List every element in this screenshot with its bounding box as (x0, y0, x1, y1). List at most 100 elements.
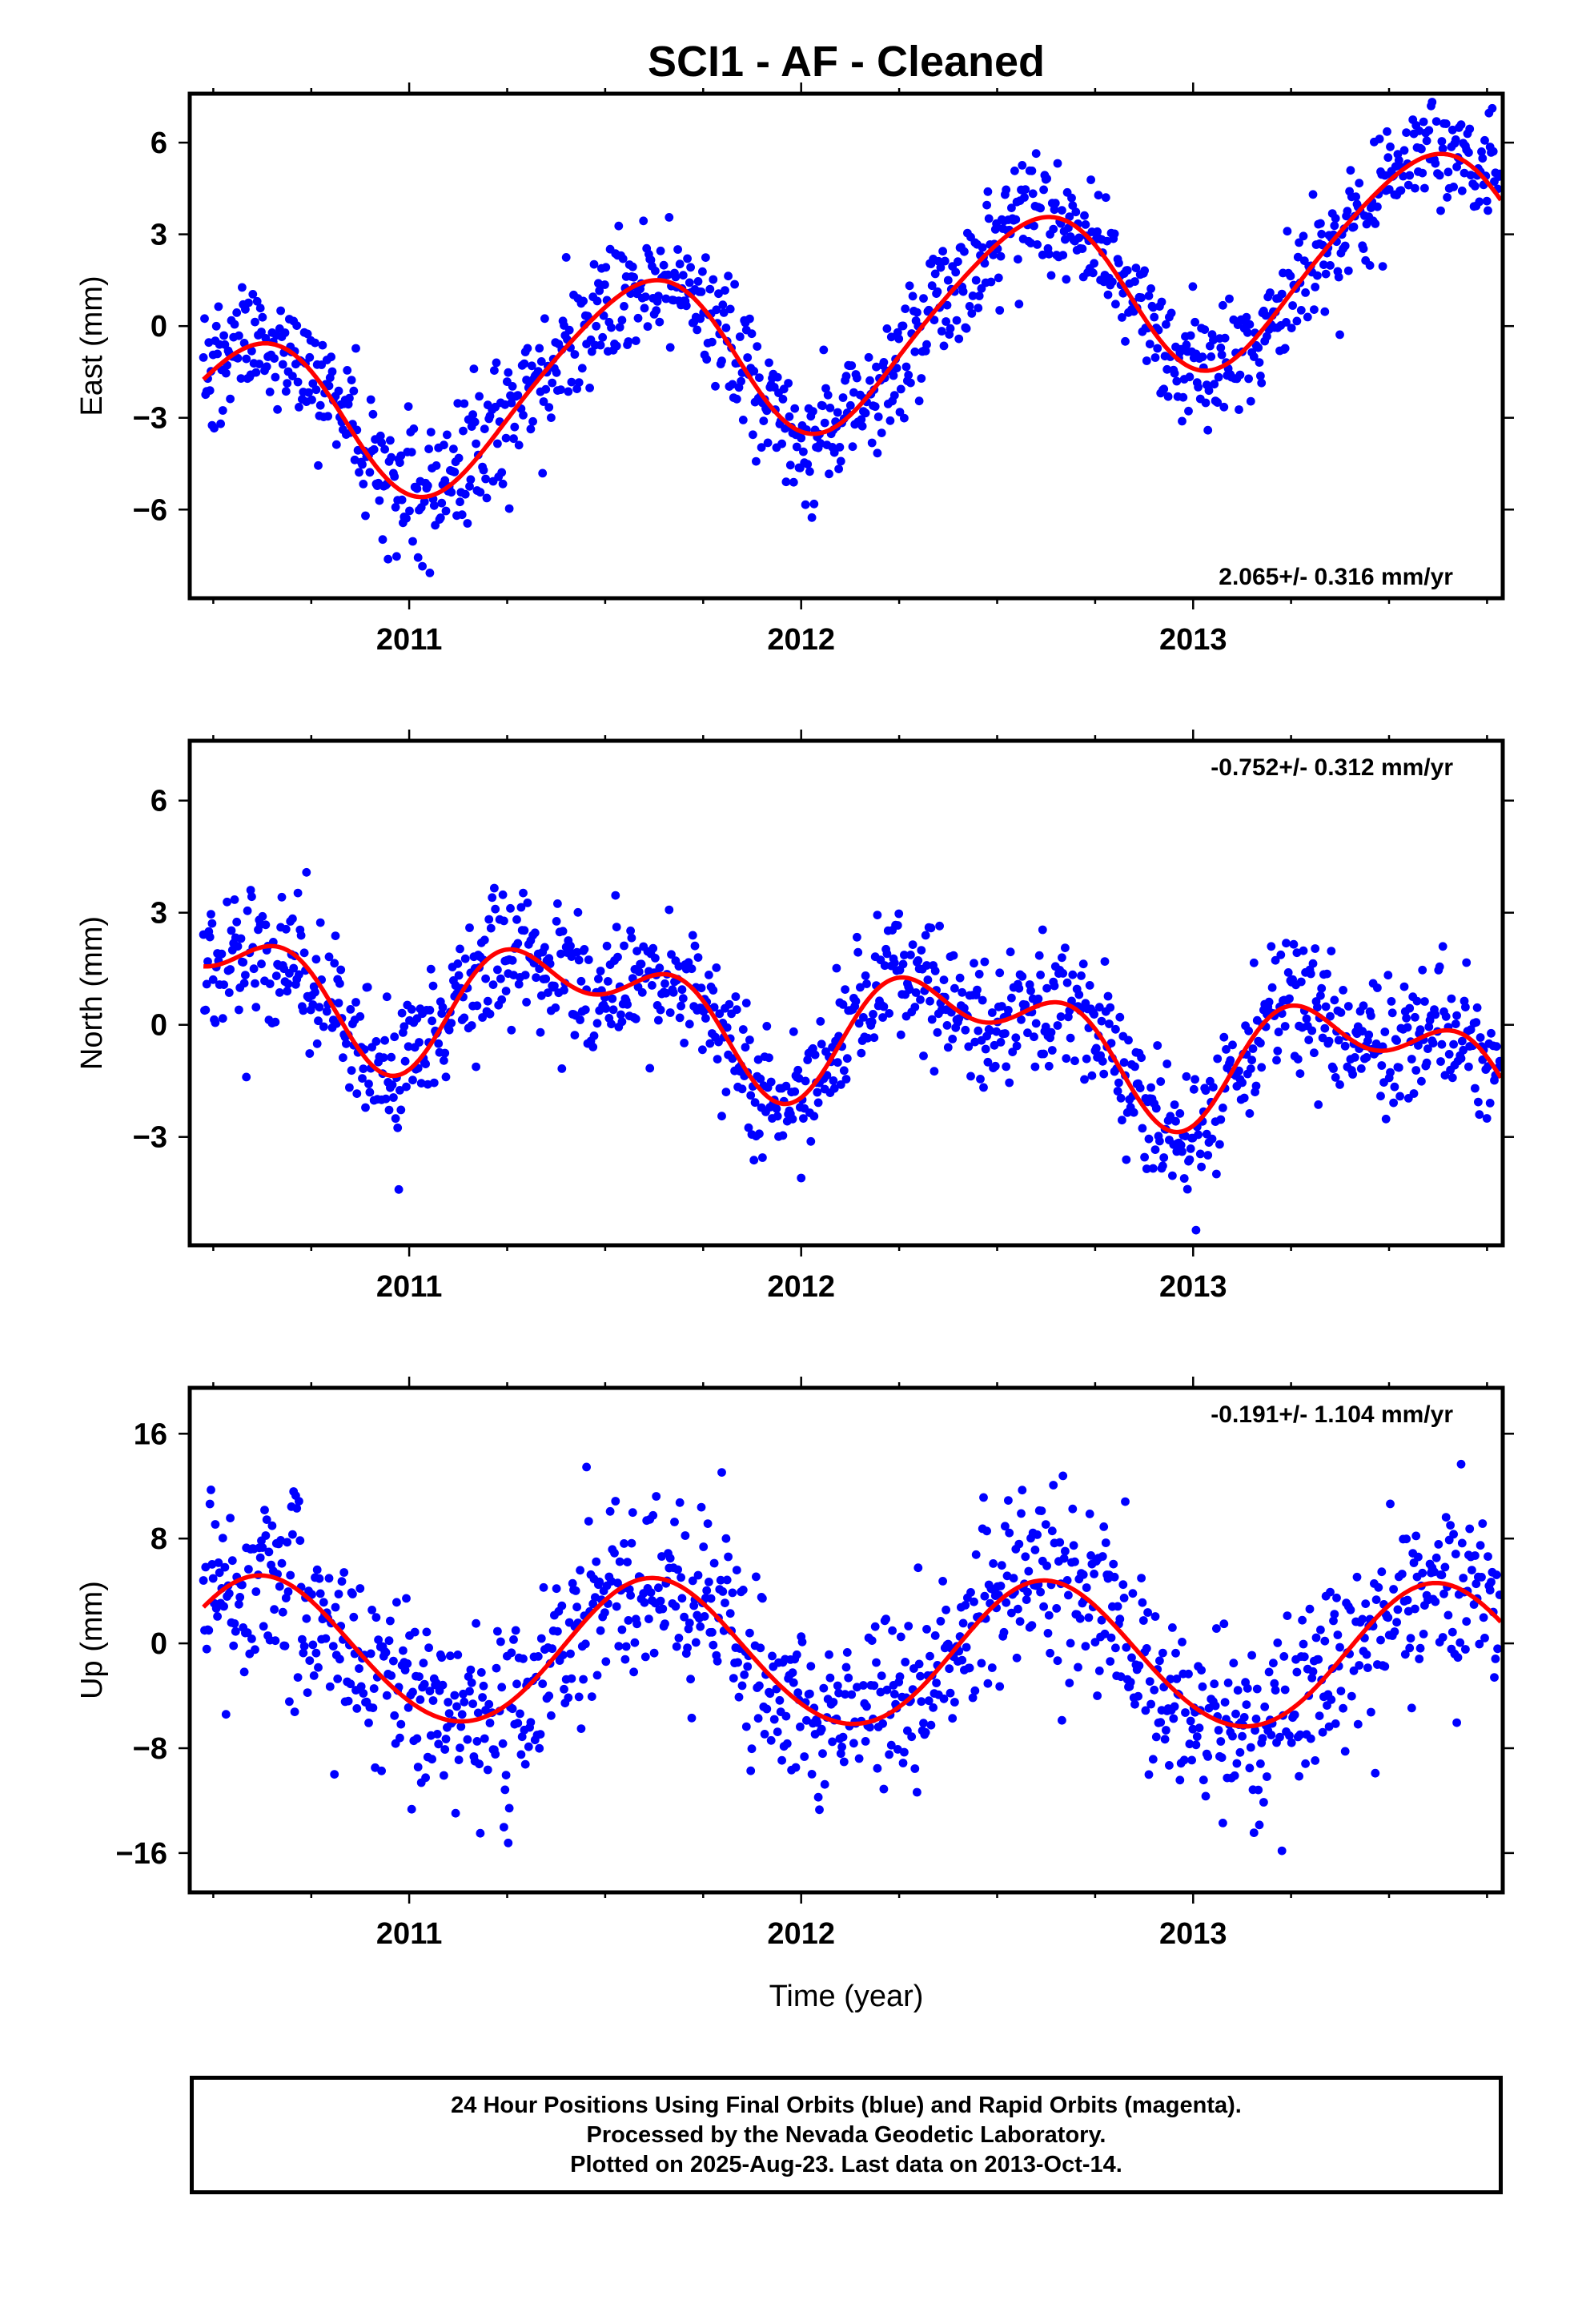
data-point (933, 287, 942, 296)
data-point (1170, 1702, 1179, 1711)
data-point (886, 332, 896, 342)
data-point (873, 911, 882, 919)
data-point (1128, 1589, 1138, 1598)
data-point (1211, 1701, 1220, 1711)
data-point (901, 304, 910, 313)
data-point (440, 440, 448, 450)
data-point (1422, 136, 1431, 146)
data-point (620, 1539, 628, 1548)
data-point (389, 1656, 398, 1666)
data-point (615, 323, 624, 332)
data-point (930, 269, 940, 279)
data-point (407, 1804, 416, 1814)
data-point (1257, 1063, 1267, 1072)
data-point (239, 979, 249, 988)
y-tick-label: 0 (151, 1009, 167, 1043)
data-point (327, 367, 337, 376)
data-point (1138, 1124, 1147, 1133)
data-point (790, 1087, 800, 1096)
data-point (613, 952, 622, 962)
data-point (325, 1682, 335, 1691)
data-point (602, 941, 612, 951)
data-point (1074, 1663, 1082, 1672)
data-point (1046, 271, 1056, 280)
data-point (721, 1534, 731, 1543)
data-point (960, 1003, 969, 1013)
data-point (939, 1694, 949, 1703)
data-point (1175, 1109, 1185, 1118)
data-point (1034, 951, 1044, 960)
data-point (508, 1704, 517, 1714)
data-point (661, 294, 671, 304)
data-point (1014, 1539, 1024, 1549)
data-point (755, 1129, 764, 1139)
data-point (556, 385, 565, 394)
data-point (1282, 318, 1291, 327)
data-point (1127, 1653, 1136, 1663)
data-point (1349, 222, 1359, 231)
data-point (1027, 166, 1037, 175)
data-point (785, 460, 795, 470)
data-point (848, 442, 857, 452)
data-point (375, 431, 385, 440)
data-point (895, 408, 905, 416)
data-point (1247, 1055, 1256, 1065)
data-point (801, 1076, 810, 1086)
data-point (1351, 192, 1360, 202)
data-point (1459, 1574, 1468, 1582)
data-point (1090, 259, 1098, 268)
data-point (221, 1710, 231, 1719)
data-point (955, 973, 965, 983)
data-point (1115, 1614, 1125, 1624)
data-point (741, 1043, 750, 1052)
data-point (382, 992, 391, 1002)
data-point (1098, 1552, 1107, 1561)
data-point (1207, 1134, 1217, 1144)
data-point (1317, 229, 1327, 239)
data-point (756, 1643, 765, 1653)
data-point (1007, 203, 1016, 212)
data-point (1068, 1504, 1078, 1514)
data-point (444, 1025, 454, 1035)
data-point (691, 1638, 701, 1647)
data-point (391, 1114, 400, 1124)
data-point (508, 382, 517, 391)
data-point (1414, 1041, 1423, 1050)
data-point (382, 1691, 391, 1700)
data-point (849, 1739, 858, 1748)
data-point (420, 1679, 429, 1689)
data-point (980, 1591, 990, 1601)
data-point (1407, 1055, 1416, 1063)
data-point (415, 1038, 424, 1047)
data-point (463, 519, 472, 528)
data-point (504, 504, 514, 513)
data-point (346, 1679, 355, 1689)
data-point (220, 1562, 230, 1572)
data-point (766, 1735, 776, 1745)
data-point (1313, 271, 1322, 280)
data-point (1306, 969, 1315, 979)
data-point (1031, 1019, 1041, 1028)
data-point (1036, 203, 1045, 213)
data-point (446, 1651, 455, 1661)
data-point (1403, 1595, 1412, 1605)
data-point (490, 883, 499, 893)
data-point (1037, 1506, 1046, 1515)
data-point (497, 1683, 507, 1692)
data-point (958, 287, 968, 296)
data-point (390, 472, 400, 481)
data-point (763, 438, 773, 448)
data-point (1301, 1759, 1310, 1768)
data-point (1042, 983, 1051, 993)
data-point (437, 1653, 447, 1663)
data-point (1383, 127, 1391, 136)
data-point (380, 1035, 389, 1045)
data-point (982, 1526, 991, 1536)
y-tick-label: −6 (133, 493, 167, 527)
data-point (1307, 1026, 1317, 1035)
data-point (1245, 1763, 1255, 1773)
data-point (697, 983, 706, 993)
data-point (665, 905, 674, 915)
data-point (283, 979, 293, 988)
data-point (1327, 947, 1336, 955)
